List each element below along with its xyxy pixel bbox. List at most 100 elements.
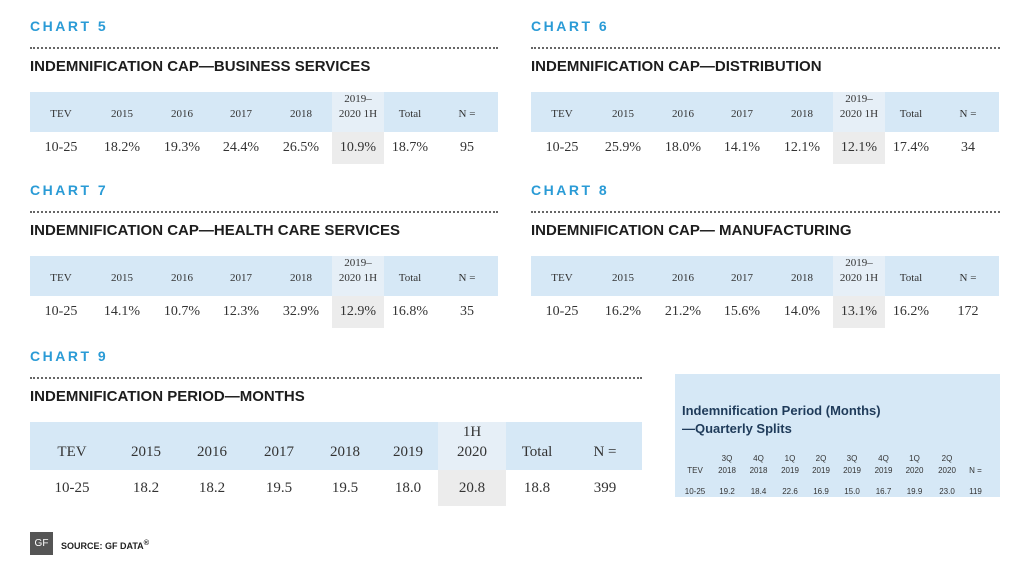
header-cell-line: 2020 <box>938 466 956 475</box>
header-cell: Total <box>885 92 937 132</box>
header-cell: 3Q 2019 <box>836 448 868 477</box>
divider <box>30 377 642 379</box>
header-cell: 2015 <box>114 422 178 470</box>
data-row: 10-25 25.9% 18.0% 14.1% 12.1% 12.1% 17.4% 34 <box>531 132 999 164</box>
header-cell: TEV <box>531 92 593 132</box>
table-body: 10-25 14.1% 10.7% 12.3% 32.9% 12.9% 16.8% 35 <box>30 296 498 328</box>
header-cell: Total <box>506 422 568 470</box>
data-cell: 25.9% <box>604 140 642 155</box>
header-cell-line: 2019– <box>845 257 873 269</box>
header-cell-line: 2019– <box>845 93 873 105</box>
header-cell: 2016 <box>653 256 713 296</box>
data-cell: 16.9 <box>813 486 829 496</box>
data-cell: 10.9% <box>332 132 384 164</box>
table-header: TEV 2015 2016 2017 2018 2019– 2020 1H Total N = <box>30 92 498 132</box>
data-cell: 12.1% <box>783 140 821 155</box>
data-cell: 10.7% <box>163 304 201 319</box>
header-cell: 2016 <box>152 256 212 296</box>
header-cell: N = <box>937 92 999 132</box>
header-cell-line: 2019 <box>874 466 893 475</box>
data-cell: 19.5 <box>265 479 293 496</box>
header-cell: 2016 <box>178 422 246 470</box>
chart-title: INDEMNIFICATION CAP—BUSINESS SERVICES <box>30 58 371 75</box>
data-row: 10-25 18.2% 19.3% 24.4% 26.5% 10.9% 18.7% 95 <box>30 132 498 164</box>
data-cell: 15.0 <box>844 486 860 496</box>
data-cell: 18.2 <box>132 479 160 496</box>
header-cell: TEV <box>30 256 92 296</box>
data-cell: 10-25 <box>545 140 579 155</box>
table-header: TEV 2015 2016 2017 2018 2019– 2020 1H Total N = <box>30 256 498 296</box>
header-cell-line: 3Q <box>721 454 733 463</box>
chart-title: INDEMNIFICATION CAP—HEALTH CARE SERVICES <box>30 222 401 239</box>
quarterly-title-line: —Quarterly Splits <box>682 421 792 436</box>
header-cell-line: 2019– <box>344 93 372 105</box>
header-cell-line: 2019 <box>843 466 861 475</box>
data-row: 10-25 19.2 18.4 22.6 16.9 15.0 16.7 19.9 23.0 119 <box>679 477 987 505</box>
header-cell-line: 1Q <box>784 454 796 463</box>
data-row: 10-25 16.2% 21.2% 15.6% 14.0% 13.1% 16.2% 172 <box>531 296 999 328</box>
table-body: 10-25 18.2 18.2 19.5 19.5 18.0 20.8 18.8 399 <box>30 470 642 506</box>
data-cell: 10-25 <box>44 304 78 319</box>
chart-title: INDEMNIFICATION PERIOD—MONTHS <box>30 388 305 405</box>
header-cell: Total <box>384 92 436 132</box>
data-cell: 21.2% <box>664 304 702 319</box>
data-cell: 24.4% <box>222 140 260 155</box>
header-cell-line: 2018 <box>718 466 736 475</box>
table-header: TEV 3Q 2018 4Q 2018 1Q 2019 2Q 2019 3Q 2019 4Q 2019 1… <box>679 448 987 477</box>
data-row: 10-25 18.2 18.2 19.5 19.5 18.0 20.8 18.8 399 <box>30 470 642 506</box>
divider <box>30 47 498 49</box>
header-row: TEV 2015 2016 2017 2018 2019– 2020 1H Total N = <box>531 256 999 296</box>
header-cell: 3Q 2018 <box>711 448 743 477</box>
header-cell: 2018 <box>771 256 833 296</box>
header-cell: 4Q 2019 <box>868 448 899 477</box>
header-cell-line: 2020 1H <box>839 272 879 284</box>
table-body: 10-25 16.2% 21.2% 15.6% 14.0% 13.1% 16.2% 172 <box>531 296 999 328</box>
data-cell: 14.1% <box>723 140 761 155</box>
header-cell: 2019– 2020 1H <box>332 92 384 132</box>
header-cell: 2Q 2019 <box>806 448 836 477</box>
header-cell-line: 4Q <box>878 454 889 463</box>
data-cell: 12.3% <box>222 304 260 319</box>
table-body: 10-25 18.2% 19.3% 24.4% 26.5% 10.9% 18.7% 95 <box>30 132 498 164</box>
header-cell-line: 2020 <box>457 444 487 460</box>
table-header: TEV 2015 2016 2017 2018 2019 1H 2020 Total N = <box>30 422 642 470</box>
header-cell: 2015 <box>92 92 152 132</box>
header-cell: 2019– 2020 1H <box>833 92 885 132</box>
header-cell: N = <box>937 256 999 296</box>
table: TEV 2015 2016 2017 2018 2019– 2020 1H Total N = 1… <box>531 92 999 164</box>
table: TEV 2015 2016 2017 2018 2019– 2020 1H Total N = 1… <box>30 92 498 164</box>
header-cell-line: 2020 1H <box>338 108 378 120</box>
header-cell-line: 3Q <box>846 454 858 463</box>
header-cell: 1Q 2019 <box>774 448 806 477</box>
header-row: TEV 2015 2016 2017 2018 2019– 2020 1H Total N = <box>531 92 999 132</box>
data-cell: 23.0 <box>939 486 955 496</box>
data-cell: 399 <box>593 479 617 496</box>
chart-label: CHART 5 <box>30 18 109 34</box>
header-cell: 2017 <box>713 256 771 296</box>
table-body: 10-25 25.9% 18.0% 14.1% 12.1% 12.1% 17.4% 34 <box>531 132 999 164</box>
header-cell: 2017 <box>713 92 771 132</box>
header-cell: N = <box>436 92 498 132</box>
header-cell-line: 2020 1H <box>839 108 879 120</box>
data-cell: 15.6% <box>723 304 761 319</box>
data-cell: 16.2% <box>892 304 930 319</box>
header-cell: 2016 <box>653 92 713 132</box>
quarterly-box: Indemnification Period (Months) —Quarterl… <box>675 374 1000 497</box>
header-cell: 2017 <box>212 256 270 296</box>
header-row: TEV 3Q 2018 4Q 2018 1Q 2019 2Q 2019 3Q 2019 4Q 2019 1… <box>679 448 987 477</box>
header-row: TEV 2015 2016 2017 2018 2019– 2020 1H Total N = <box>30 92 498 132</box>
header-cell-line: 2020 1H <box>338 272 378 284</box>
divider <box>531 47 1000 49</box>
registered-mark: ® <box>143 538 150 547</box>
header-cell-line: 2019– <box>344 257 372 269</box>
data-cell: 18.2 <box>198 479 226 496</box>
header-cell: 2015 <box>593 92 653 132</box>
table: TEV 2015 2016 2017 2018 2019– 2020 1H Total N = 1… <box>531 256 999 328</box>
header-cell-line: 2019 <box>812 466 830 475</box>
data-cell: 13.1% <box>833 296 885 328</box>
data-cell: 12.1% <box>833 132 885 164</box>
data-cell: 22.6 <box>782 486 798 496</box>
chart-label: CHART 8 <box>531 182 610 198</box>
logo: GF <box>30 532 53 555</box>
